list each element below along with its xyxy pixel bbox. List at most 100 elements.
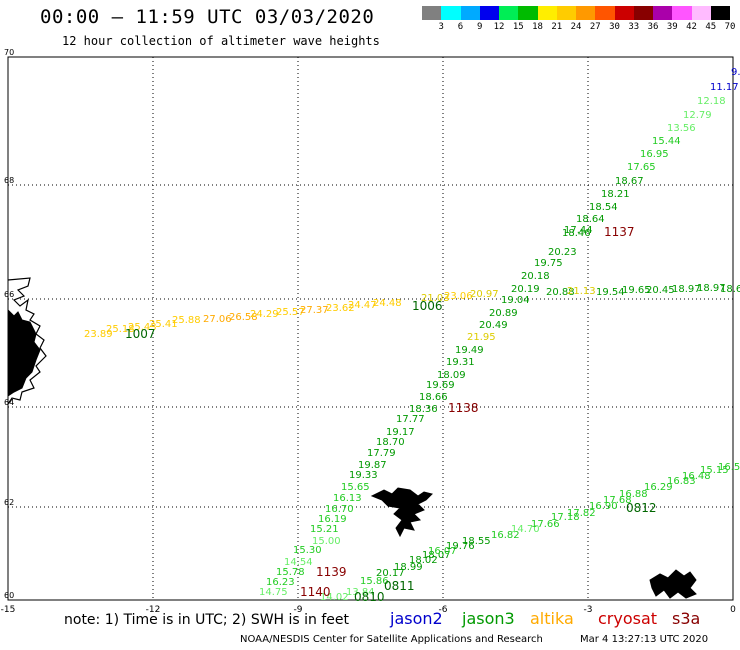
y-tick-label: 62 <box>4 498 14 507</box>
colorbar-label: 30 <box>609 22 620 32</box>
wave-height-value: 20.23 <box>548 247 577 258</box>
wave-height-value: 17.79 <box>367 448 396 459</box>
wave-height-value: 18.54 <box>589 202 618 213</box>
wave-height-value: 19.65 <box>622 285 651 296</box>
wave-height-value: 18.64 <box>576 214 605 225</box>
colorbar <box>422 6 730 20</box>
wave-height-value: 16.23 <box>266 577 295 588</box>
x-tick-label: -3 <box>584 605 593 615</box>
wave-height-value: 23.62 <box>326 303 355 314</box>
wave-height-value: 19.49 <box>455 345 484 356</box>
colorbar-swatch <box>460 6 480 20</box>
wave-height-value: 11.17 <box>710 82 739 93</box>
wave-height-value: 18.09 <box>437 370 466 381</box>
wave-height-value: 17.44 <box>564 225 593 236</box>
wave-height-value: 18.70 <box>376 437 405 448</box>
wave-height-value: 16.88 <box>619 489 648 500</box>
pass-number-label: 1138 <box>448 401 479 415</box>
wave-height-value: 20.88 <box>546 287 575 298</box>
credit-line: NOAA/NESDIS Center for Satellite Applica… <box>240 634 543 645</box>
wave-height-value: 12.18 <box>697 96 726 107</box>
wave-height-value: 15.78 <box>276 567 305 578</box>
wave-height-value: 18.46 <box>562 228 591 239</box>
wave-height-value: 25.88 <box>172 315 201 326</box>
wave-height-value: 13.56 <box>667 123 696 134</box>
wave-height-value: 15.65 <box>341 482 370 493</box>
y-tick-label: 68 <box>4 176 14 185</box>
wave-height-value: 25.43 <box>128 322 157 333</box>
wave-height-value: 19.75 <box>534 258 563 269</box>
pass-number-label: 0810 <box>354 590 385 604</box>
wave-height-value: 18.66 <box>419 392 448 403</box>
wave-height-value: 23.06 <box>444 291 473 302</box>
iceland-interior <box>7 308 41 397</box>
wave-height-value: 20.45 <box>646 285 675 296</box>
wave-height-value: 19.31 <box>446 357 475 368</box>
wave-height-value: 27.37 <box>300 305 329 316</box>
colorbar-swatch <box>691 6 711 20</box>
wave-height-value: 19.17 <box>386 427 415 438</box>
wave-height-value: 20.17 <box>376 568 405 579</box>
wave-height-value: 9. <box>731 67 740 78</box>
wave-height-value: 18.55 <box>462 536 491 547</box>
colorbar-swatch <box>614 6 634 20</box>
wave-height-value: 18.97 <box>672 284 701 295</box>
colorbar-label: 3 <box>438 22 444 32</box>
wave-height-value: 25.57 <box>276 307 305 318</box>
wave-height-value: 23.89 <box>84 329 113 340</box>
colorbar-label: 39 <box>666 22 678 32</box>
wave-height-value: 17.82 <box>567 508 596 519</box>
wave-height-value: 15.15 <box>700 465 729 476</box>
pass-number-label: 1006 <box>412 299 443 313</box>
pass-number-label: 1007 <box>125 327 156 341</box>
legend-jason3: jason3 <box>462 609 515 628</box>
x-tick-label: -12 <box>146 605 161 615</box>
wave-height-value: 21.13 <box>567 286 596 297</box>
pass-number-label: 1140 <box>300 585 331 599</box>
wave-height-value: 24.48 <box>373 298 402 309</box>
wave-height-value: 18.97 <box>697 283 726 294</box>
colorbar-label: (ft) <box>738 22 740 32</box>
wave-height-value: 19.76 <box>446 541 475 552</box>
wave-height-value: 20.19 <box>511 284 540 295</box>
wave-height-value: 14.70 <box>511 524 540 535</box>
wave-height-value: 16.13 <box>333 493 362 504</box>
wave-height-value: 19.87 <box>358 460 387 471</box>
wave-height-value: 17.65 <box>627 162 656 173</box>
wave-height-value: 21.03 <box>421 293 450 304</box>
colorbar-swatch <box>499 6 519 20</box>
x-tick-label: -6 <box>439 605 448 615</box>
x-tick-label: 0 <box>730 605 736 615</box>
wave-height-value: 16.83 <box>667 476 696 487</box>
wave-height-value: 25.41 <box>149 319 178 330</box>
colorbar-label: 27 <box>589 22 601 32</box>
x-tick-label: -15 <box>1 605 16 615</box>
wave-height-value: 16.07 <box>428 546 457 557</box>
generated-timestamp: Mar 4 13:27:13 UTC 2020 <box>580 634 709 645</box>
page-subtitle: 12 hour collection of altimeter wave hei… <box>62 34 380 48</box>
x-tick-label: -9 <box>294 605 303 615</box>
wave-height-value: 15.44 <box>652 136 681 147</box>
shetland-islands <box>649 569 697 599</box>
wave-height-value: 25.18 <box>106 324 135 335</box>
wave-height-value: 18.6 <box>720 284 740 295</box>
wave-height-value: 16.29 <box>644 482 673 493</box>
wave-height-value: 19.54 <box>596 287 625 298</box>
wave-height-value: 13.84 <box>346 587 375 598</box>
colorbar-swatch <box>441 6 461 20</box>
grid-lines <box>8 57 733 600</box>
wave-height-value: 19.04 <box>501 295 530 306</box>
colorbar-label: 21 <box>551 22 563 32</box>
colorbar-label: 24 <box>570 22 582 32</box>
wave-height-value: 14.54 <box>284 557 313 568</box>
wave-height-value: 18.36 <box>409 404 438 415</box>
wave-height-value: 15.21 <box>310 524 339 535</box>
colorbar-label: 18 <box>532 22 543 32</box>
colorbar-label: 45 <box>705 22 717 32</box>
colorbar-swatch <box>653 6 673 20</box>
wave-height-value: 18.07 <box>422 550 451 561</box>
wave-height-value: 14.02 <box>320 592 349 603</box>
pass-number-label: 0811 <box>384 579 415 593</box>
